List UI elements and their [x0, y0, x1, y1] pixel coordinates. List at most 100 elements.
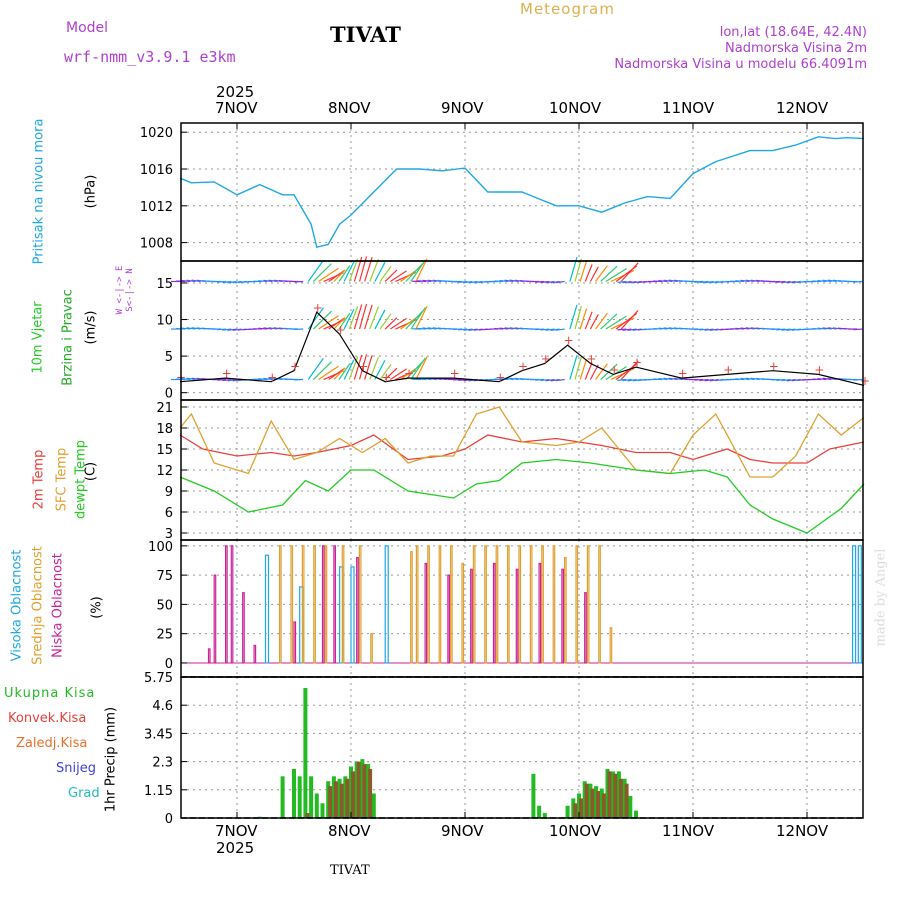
wind-arrow	[658, 279, 668, 283]
cloud-bar	[598, 545, 601, 664]
y-tick-label: 6	[165, 506, 173, 521]
wind-arrow	[822, 279, 832, 283]
wind-arrow	[745, 279, 755, 283]
bottom-day-label: 7NOV	[215, 822, 258, 840]
wind-arrow	[343, 308, 355, 330]
precip-bar	[579, 798, 583, 818]
precip-legend-hail: Grad	[68, 786, 100, 801]
wind-arrow	[263, 327, 273, 330]
cloud-bar	[356, 556, 359, 664]
wind-arrow	[709, 328, 719, 331]
cloud-bar	[575, 545, 579, 664]
wind-arrow	[268, 279, 278, 283]
wind-gust-marker: +	[541, 352, 551, 366]
top-day-label: 10NOV	[549, 99, 602, 117]
cloud-bar	[851, 545, 857, 664]
cloud-bar	[561, 568, 565, 664]
cloud-bar	[586, 545, 590, 664]
wind-arrow	[658, 377, 668, 381]
cloud-bar	[515, 568, 519, 664]
y-tick-label: 18	[156, 422, 173, 437]
bottom-day-label: 9NOV	[441, 822, 484, 840]
wind-arrow	[704, 328, 714, 331]
y-tick-label: 1016	[140, 163, 173, 178]
wind-arrow	[410, 357, 426, 380]
wind-arrow	[745, 377, 755, 381]
wind-arrow	[817, 377, 827, 381]
wind-arrow	[379, 313, 392, 330]
precip-bar	[565, 805, 570, 818]
cloud-bar	[264, 554, 270, 664]
precip-bar	[624, 783, 629, 818]
wind-arrow	[227, 280, 237, 284]
wind-arrow	[390, 317, 407, 330]
page-title: TIVAT	[330, 22, 401, 47]
model-elevation-label: Nadmorska Visina u modelu 66.4091m	[614, 57, 867, 72]
wind-arrow	[709, 280, 719, 284]
precip-bar	[628, 795, 633, 818]
cloud-bar	[321, 545, 325, 664]
wind-arrow	[589, 266, 599, 282]
y-tick-label: 5	[165, 350, 173, 365]
wind-arrow	[781, 378, 791, 382]
wind-arrow	[600, 265, 618, 282]
wind-arrow	[545, 378, 555, 382]
wind-arrow	[699, 328, 709, 331]
y-tick-label: 4.6	[152, 699, 173, 714]
wind-gust-marker: +	[290, 359, 300, 373]
wind-arrow	[415, 356, 428, 380]
bottom-day-label: 8NOV	[328, 822, 371, 840]
wind-arrow	[540, 280, 550, 284]
wind-arrow	[186, 377, 196, 381]
wind-arrow	[427, 327, 437, 330]
wind-arrow	[358, 303, 368, 330]
cloud-bar	[230, 545, 234, 664]
bottom-day-label: 12NOV	[776, 822, 829, 840]
y-tick-label: 50	[156, 598, 173, 613]
cloud-bar	[253, 644, 257, 664]
wind-arrow	[312, 310, 332, 330]
wind-arrow	[617, 280, 627, 283]
precip-bar	[601, 793, 606, 818]
wind-arrow	[390, 368, 407, 381]
wind-arrow	[617, 378, 627, 381]
wind-arrow	[735, 378, 745, 381]
wind-gust-marker: +	[222, 367, 232, 381]
wind-arrow	[494, 327, 504, 330]
cloud-bar	[541, 545, 544, 664]
wind-arrow	[463, 280, 473, 284]
y-tick-label: 2.3	[152, 756, 173, 771]
temp-series-line	[179, 458, 865, 534]
cloud-bar	[507, 545, 510, 664]
meteogram-subtitle: Meteogram	[520, 0, 615, 18]
y-tick-label: 1012	[140, 200, 173, 215]
wind-arrow	[405, 262, 424, 282]
precip-bar	[596, 791, 601, 818]
wind-arrow	[258, 378, 268, 381]
wind-arrow	[663, 327, 673, 330]
wind-arrow	[694, 328, 704, 331]
wind-arrow	[822, 377, 832, 381]
cloud-bar	[415, 545, 419, 664]
wind-arrow	[364, 304, 373, 330]
wind-arrow	[584, 311, 593, 330]
wind-arrow	[358, 354, 368, 380]
wind-arrow	[627, 328, 637, 331]
wind-arrow	[217, 328, 227, 331]
wind-arrow	[318, 315, 339, 330]
wind-arrow	[374, 309, 386, 330]
wind-arrow	[222, 328, 232, 331]
wind-arrow	[504, 327, 514, 330]
wind-arrow	[600, 313, 618, 330]
cloud-bar	[225, 545, 228, 664]
wind-arrow	[853, 328, 863, 331]
wind-arrow	[384, 317, 398, 330]
wind-arrow	[740, 327, 750, 330]
wind-gust-marker: +	[723, 363, 733, 377]
wind-arrow	[415, 258, 428, 282]
wind-arrow	[268, 327, 278, 330]
wind-arrow	[509, 279, 519, 283]
wind-arrow	[735, 327, 745, 330]
y-tick-label: 75	[156, 569, 173, 584]
